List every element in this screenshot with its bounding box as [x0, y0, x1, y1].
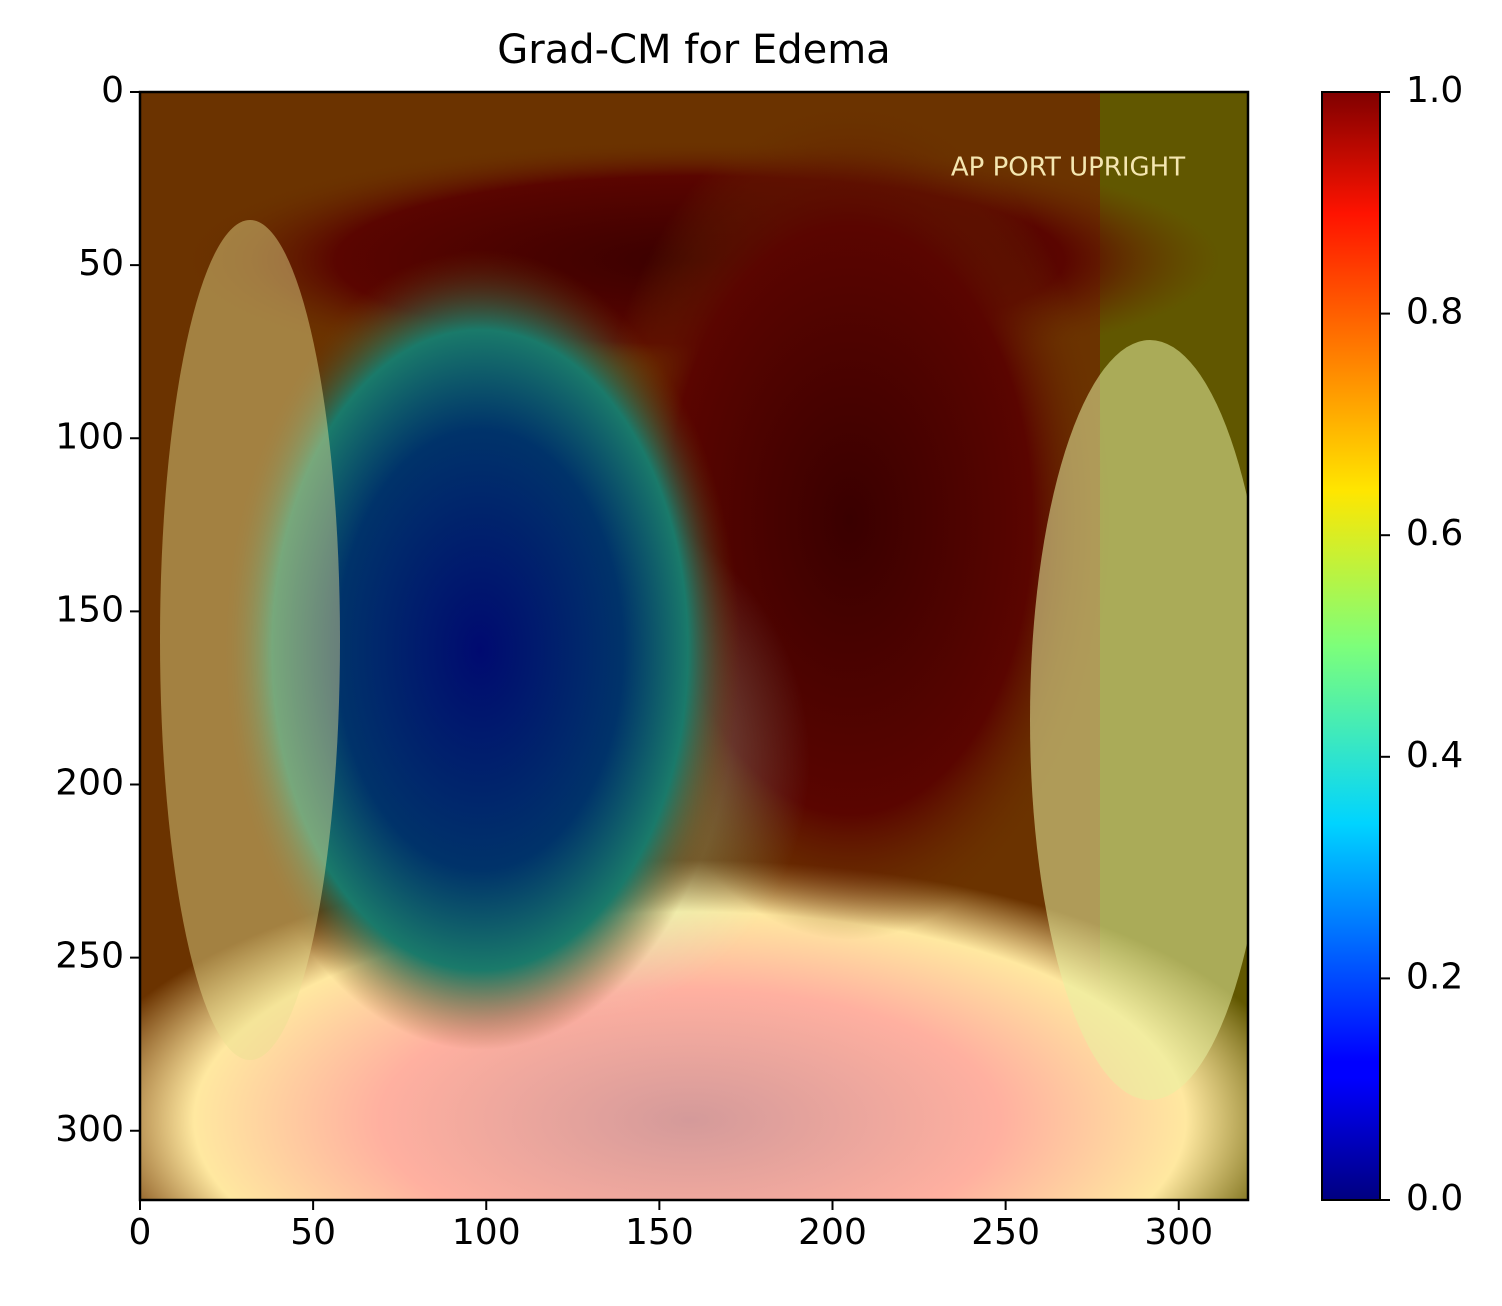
colorbar-tick-label: 1.0 — [1406, 70, 1463, 111]
chart-title: Grad-CM for Edema — [497, 27, 890, 73]
heatmap-image — [140, 92, 1248, 1200]
annotation: AP PORT UPRIGHT — [951, 153, 1185, 183]
y-tick-label: 200 — [55, 763, 124, 804]
y-tick-label: 150 — [55, 589, 124, 630]
x-tick-label: 250 — [971, 1212, 1040, 1253]
x-tick-label: 100 — [452, 1212, 521, 1253]
colorbar-tick-label: 0.2 — [1406, 956, 1463, 997]
x-tick-label: 50 — [290, 1212, 336, 1253]
colorbar — [1321, 91, 1381, 1201]
y-tick-label: 100 — [55, 416, 124, 457]
y-tick-label: 0 — [101, 70, 124, 111]
y-tick-label: 50 — [78, 243, 124, 284]
x-tick-label: 150 — [625, 1212, 694, 1253]
colorbar-tick-label: 0.0 — [1406, 1178, 1463, 1219]
x-tick-label: 200 — [798, 1212, 867, 1253]
colorbar-tick-label: 0.4 — [1406, 735, 1463, 776]
x-tick-label: 0 — [129, 1212, 152, 1253]
colorbar-tick-label: 0.6 — [1406, 513, 1463, 554]
x-tick-label: 300 — [1144, 1212, 1213, 1253]
colorbar-tick-label: 0.8 — [1406, 292, 1463, 333]
axes-frame — [138, 90, 1250, 1202]
y-tick-label: 300 — [55, 1109, 124, 1150]
y-tick-label: 250 — [55, 936, 124, 977]
